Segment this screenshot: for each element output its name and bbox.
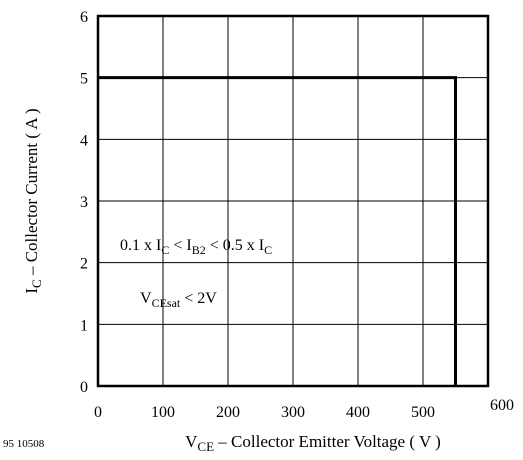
x-tick-label: 400 [346, 404, 370, 421]
y-tick-label: 6 [80, 9, 88, 26]
x-tick-label: 100 [151, 404, 175, 421]
x-tick-label: 200 [216, 404, 240, 421]
y-tick-label: 4 [80, 132, 88, 149]
x-tick-label: 0 [94, 404, 102, 421]
x-tick-labels: 0 100 200 300 400 500 600 [94, 397, 514, 421]
annotation-vcesat-condition: VCEsat < 2V [140, 290, 217, 310]
grid-lines [98, 16, 488, 386]
x-tick-label: 600 [490, 397, 514, 414]
annotation-ib2-condition: 0.1 x IC < IB2 < 0.5 x IC [120, 237, 272, 257]
x-tick-label: 300 [281, 404, 305, 421]
x-axis-label: VCE – Collector Emitter Voltage ( V ) [185, 432, 441, 454]
y-tick-labels: 0 1 2 3 4 5 6 [80, 9, 88, 396]
x-tick-label: 500 [411, 404, 435, 421]
plot-frame [96, 14, 490, 388]
y-axis-label: IC – Collector Current ( A ) [22, 108, 44, 293]
y-tick-label: 3 [80, 194, 88, 211]
soa-boundary-line [98, 76, 457, 386]
y-tick-label: 0 [80, 379, 88, 396]
series-layer [98, 76, 457, 386]
y-tick-label: 2 [80, 256, 88, 273]
figure-id: 95 10508 [3, 438, 45, 450]
y-tick-label: 5 [80, 71, 88, 88]
y-tick-label: 1 [80, 317, 88, 334]
